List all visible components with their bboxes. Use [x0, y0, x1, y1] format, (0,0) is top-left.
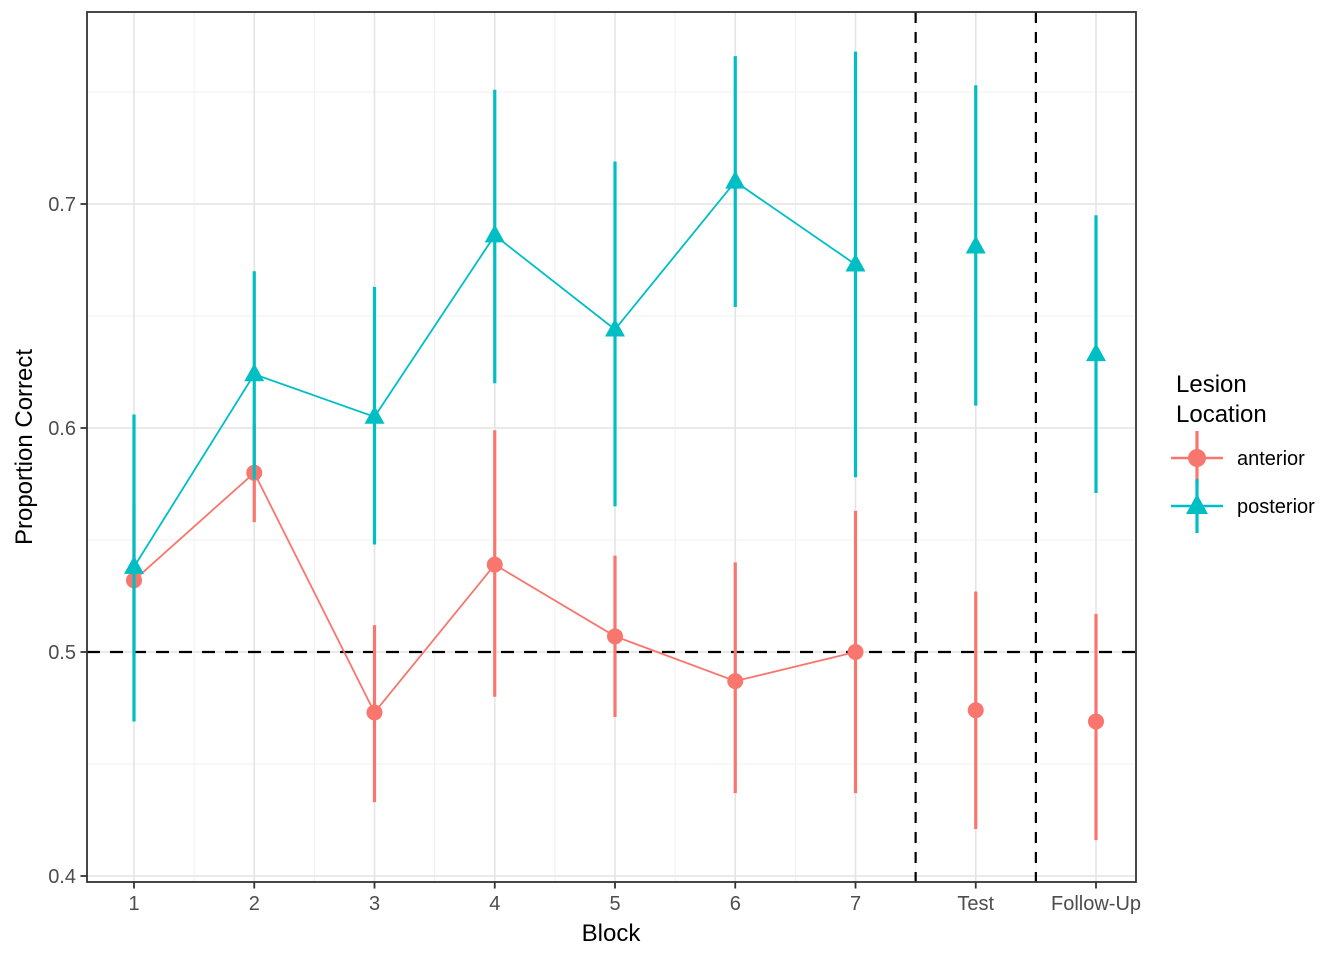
legend-key-triangle: [1186, 494, 1208, 514]
point-anterior-5: [607, 628, 623, 645]
series-posterior: [124, 51, 1106, 722]
legend-key-circle: [1188, 449, 1206, 467]
legend-label-anterior: anterior: [1237, 448, 1305, 470]
legend-key-anterior: [1171, 431, 1223, 485]
y-axis-title: Proportion Correct: [11, 349, 38, 545]
point-posterior-1: [124, 555, 144, 574]
legend-key-posterior: [1171, 479, 1223, 533]
point-anterior-7: [847, 644, 864, 660]
y-tick-label: 0.4: [48, 866, 76, 888]
reference-lines: [87, 12, 1136, 882]
axis-ticks: [80, 203, 1097, 889]
x-tick-label: 2: [249, 893, 260, 915]
x-tick-label: 6: [730, 893, 741, 915]
y-tick-label: 0.6: [48, 418, 76, 440]
x-tick-label: 3: [369, 893, 380, 915]
point-anterior-Follow-Up: [1088, 713, 1104, 730]
point-posterior-5: [605, 318, 625, 337]
point-posterior-Test: [965, 235, 986, 254]
panel-border: [86, 11, 1137, 883]
legend-keys: [1171, 431, 1223, 533]
point-posterior-2: [244, 363, 265, 382]
legend-title-line-1: Lesion: [1176, 371, 1247, 398]
x-tick-label: 1: [128, 893, 139, 915]
point-anterior-4: [486, 556, 503, 573]
legend-title-line-2: Location: [1176, 401, 1267, 428]
point-posterior-7: [845, 253, 866, 272]
x-tick-label: Follow-Up: [1051, 893, 1141, 915]
y-tick-label: 0.5: [48, 642, 76, 664]
x-tick-label: 5: [609, 893, 620, 915]
x-tick-label: Test: [957, 893, 994, 915]
point-posterior-3: [364, 405, 385, 424]
y-tick-labels: 0.4 0.5 0.6 0.7: [48, 194, 76, 888]
x-tick-label: 7: [850, 893, 861, 915]
point-posterior-4: [484, 224, 505, 243]
legend-label-posterior: posterior: [1237, 496, 1315, 518]
y-tick-label: 0.7: [48, 194, 76, 216]
point-posterior-Follow-Up: [1086, 343, 1106, 362]
x-axis-title: Block: [582, 920, 642, 947]
series-layer: [124, 51, 1106, 841]
series-anterior: [126, 423, 1104, 841]
x-tick-labels: 1 2 3 4 5 6 7 Test Follow-Up: [128, 893, 1141, 915]
point-anterior-Test: [967, 702, 984, 719]
legend: Lesion Location anterior posterior: [1171, 371, 1315, 533]
panel-background: [87, 12, 1136, 882]
point-anterior-6: [727, 673, 744, 690]
point-anterior-3: [366, 704, 383, 721]
x-tick-label: 4: [489, 893, 500, 915]
point-posterior-6: [725, 170, 746, 189]
